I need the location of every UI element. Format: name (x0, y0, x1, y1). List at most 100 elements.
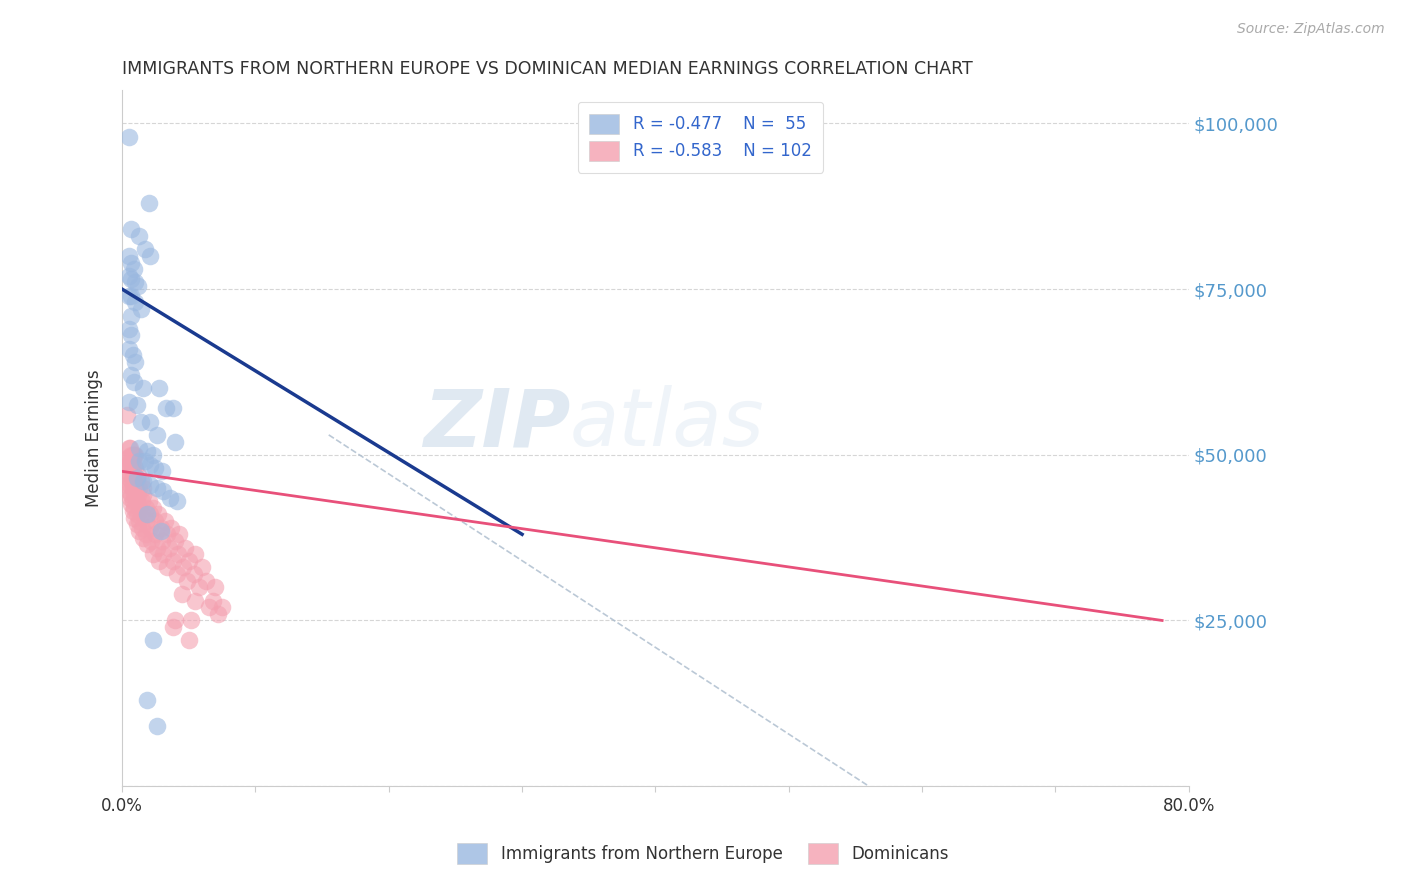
Point (146, 508, 169, 522)
Point (122, 510, 145, 524)
Point (138, 494, 160, 508)
Point (121, 448, 143, 462)
Point (195, 574, 218, 588)
Point (132, 382, 155, 396)
Point (197, 600, 219, 615)
Point (177, 633, 200, 648)
Point (125, 494, 148, 508)
Point (136, 508, 159, 522)
Point (120, 368, 142, 383)
Point (118, 471, 141, 485)
Point (148, 382, 170, 396)
Point (149, 524, 172, 538)
Point (145, 461, 167, 475)
Point (155, 401, 177, 416)
Point (127, 278, 149, 293)
Point (121, 504, 143, 518)
Point (145, 481, 167, 495)
Point (176, 574, 198, 588)
Point (127, 487, 149, 501)
Point (162, 554, 184, 568)
Point (132, 487, 155, 501)
Y-axis label: Median Earnings: Median Earnings (86, 369, 103, 507)
Point (183, 567, 205, 582)
Point (118, 394, 141, 409)
Point (132, 531, 155, 545)
Point (122, 500, 145, 515)
Point (172, 560, 194, 574)
Point (120, 222, 142, 236)
Text: ZIP: ZIP (423, 385, 569, 463)
Point (136, 444, 159, 458)
Text: atlas: atlas (569, 385, 765, 463)
Point (145, 719, 167, 733)
Point (125, 471, 148, 485)
Point (122, 448, 145, 462)
Point (121, 454, 143, 468)
Point (131, 494, 153, 508)
Point (121, 494, 143, 508)
Point (142, 448, 165, 462)
Text: IMMIGRANTS FROM NORTHERN EUROPE VS DOMINICAN MEDIAN EARNINGS CORRELATION CHART: IMMIGRANTS FROM NORTHERN EUROPE VS DOMIN… (122, 60, 973, 78)
Point (120, 255, 142, 269)
Point (142, 633, 165, 648)
Point (169, 527, 191, 541)
Point (191, 560, 214, 574)
Point (118, 458, 141, 472)
Point (141, 533, 163, 548)
Point (129, 301, 152, 316)
Point (132, 481, 155, 495)
Point (136, 693, 159, 707)
Point (184, 547, 207, 561)
Point (118, 451, 141, 466)
Point (148, 554, 170, 568)
Point (117, 408, 139, 422)
Point (128, 481, 150, 495)
Point (118, 461, 141, 475)
Point (125, 398, 148, 412)
Point (120, 461, 142, 475)
Point (120, 498, 142, 512)
Point (156, 560, 179, 574)
Point (201, 593, 224, 607)
Point (122, 475, 145, 489)
Point (117, 464, 139, 478)
Point (184, 593, 207, 607)
Point (138, 196, 160, 211)
Point (120, 309, 142, 323)
Point (145, 541, 167, 555)
Point (118, 441, 141, 455)
Point (152, 547, 174, 561)
Point (120, 475, 142, 489)
Point (118, 322, 141, 336)
Point (145, 514, 167, 528)
Point (118, 477, 141, 491)
Point (125, 475, 148, 489)
Point (153, 514, 176, 528)
Point (139, 249, 162, 263)
Point (156, 527, 179, 541)
Point (124, 295, 146, 310)
Point (127, 467, 149, 482)
Point (128, 441, 150, 455)
Point (120, 272, 142, 286)
Point (131, 521, 153, 535)
Point (167, 547, 190, 561)
Point (120, 328, 142, 343)
Point (122, 487, 145, 501)
Point (139, 508, 162, 522)
Point (150, 464, 173, 478)
Point (135, 514, 157, 528)
Point (118, 484, 141, 499)
Point (118, 129, 141, 144)
Point (128, 454, 150, 468)
Point (170, 587, 193, 601)
Point (204, 580, 226, 594)
Point (128, 500, 150, 515)
Point (159, 491, 181, 505)
Point (139, 477, 162, 491)
Point (120, 454, 142, 468)
Point (125, 517, 148, 532)
Point (211, 600, 233, 615)
Point (152, 484, 174, 499)
